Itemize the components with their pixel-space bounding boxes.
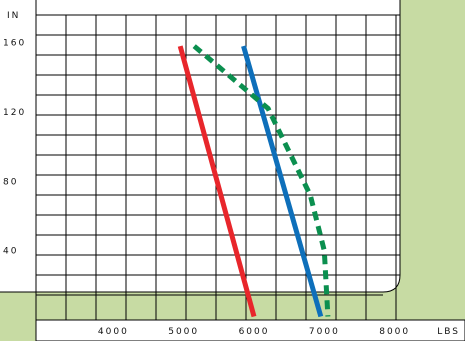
x-tick-label: 7000 (309, 327, 340, 337)
y-tick-label: 160 (3, 39, 26, 49)
chart-labels: 40 80 120 160 IN 4000 5000 6000 7000 8000 LBS (3, 11, 460, 337)
series-line-1 (177, 45, 257, 318)
y-tick-label: 80 (3, 177, 18, 187)
chart-panel (0, 0, 400, 292)
y-tick-label: 40 (3, 247, 18, 257)
series-line-2 (241, 45, 324, 318)
x-tick-label: 6000 (239, 327, 270, 337)
series-line-3 (192, 44, 331, 317)
x-axis-unit: LBS (437, 327, 460, 337)
y-tick-label: 120 (3, 108, 26, 118)
chart-series (177, 44, 331, 318)
x-tick-label: 8000 (379, 327, 410, 337)
y-axis-unit: IN (7, 11, 20, 21)
chart-grid (35, 0, 465, 341)
x-tick-label: 4000 (98, 327, 129, 337)
x-axis-strip (35, 319, 465, 341)
x-tick-label: 5000 (168, 327, 199, 337)
